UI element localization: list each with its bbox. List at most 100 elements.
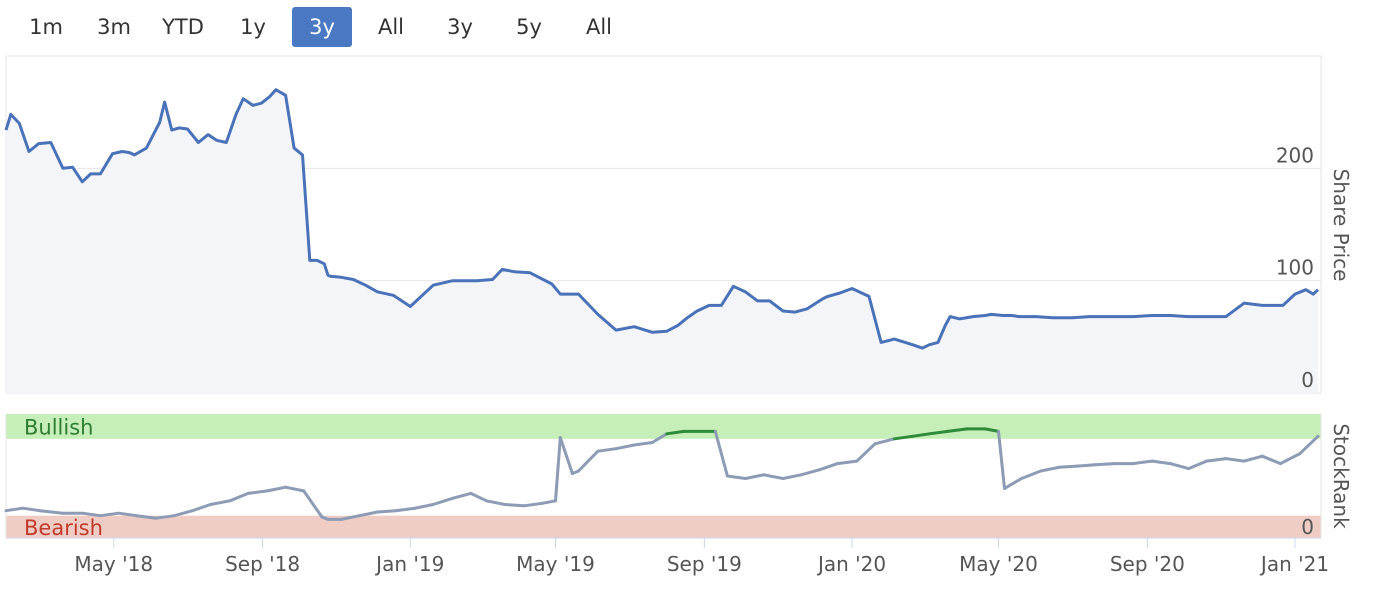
- price-y-axis-label: Share Price: [1329, 169, 1353, 282]
- stockrank-segment: [357, 510, 380, 518]
- stockrank-segment: [1020, 469, 1043, 480]
- x-tick-label: Jan '20: [816, 552, 886, 576]
- bearish-band: [6, 515, 1321, 538]
- stockrank-segment: [665, 429, 686, 436]
- stockrank-segment: [469, 491, 488, 503]
- x-tick-label: Jan '19: [374, 552, 444, 576]
- stockrank-segment: [1150, 459, 1172, 466]
- stockrank-segment: [1039, 465, 1061, 473]
- price-line: [4, 88, 1320, 350]
- stockrank-segment: [1093, 462, 1117, 467]
- stockrank-segment: [209, 499, 232, 506]
- stockrank-segment: [554, 436, 562, 503]
- stockrank-segment: [817, 462, 839, 472]
- stockrank-line: [4, 427, 1320, 521]
- x-tick-label: May '20: [959, 552, 1038, 576]
- stockrank-segment: [983, 427, 1000, 433]
- stockrank-segment: [540, 499, 557, 505]
- range-button-1m[interactable]: 1m: [29, 15, 63, 39]
- stockrank-segment: [522, 501, 544, 508]
- stockrank-segment: [172, 509, 194, 518]
- stockrank-segment: [246, 489, 269, 495]
- stockrank-segment: [1075, 463, 1097, 468]
- stockrank-segment: [431, 496, 455, 506]
- stockrank-segment: [928, 429, 950, 436]
- x-tick-label: Sep '20: [1110, 552, 1185, 576]
- stockrank-segment: [650, 432, 669, 444]
- stockrank-segment: [485, 499, 507, 506]
- price-tick-label: 200: [1276, 143, 1314, 167]
- stockrank-segment: [1168, 462, 1190, 471]
- x-tick-label: May '19: [516, 552, 595, 576]
- range-button-all-alt[interactable]: All: [585, 15, 613, 39]
- range-button-all[interactable]: All: [377, 15, 405, 39]
- x-axis-ticks: May '18 Sep '18 Jan '19 May '19 Sep '19 Jan '…: [74, 538, 1329, 576]
- stockrank-segment: [836, 459, 859, 466]
- stockrank-segment: [1187, 459, 1209, 471]
- stockrank-segment: [799, 468, 821, 477]
- stockrank-segment: [558, 436, 574, 475]
- range-button-1y[interactable]: 1y: [240, 15, 266, 39]
- stockrank-segment: [98, 511, 121, 518]
- stockrank-segment: [1224, 457, 1246, 463]
- price-tick-label: 100: [1276, 256, 1314, 280]
- stockrank-segment: [228, 491, 250, 503]
- stockrank-segment: [80, 511, 102, 518]
- x-tick-label: May '18: [74, 552, 153, 576]
- stockrank-segment: [413, 503, 435, 510]
- stockrank-segment: [1260, 454, 1282, 466]
- stockrank-segment: [614, 443, 636, 451]
- stockrank-segment: [1242, 454, 1264, 463]
- stockrank-segment: [38, 509, 65, 515]
- stockrank-segment: [190, 503, 212, 513]
- stockrank-segment: [339, 514, 361, 521]
- stockrank-segment: [503, 503, 526, 508]
- stockrank-segment: [4, 506, 25, 513]
- stockrank-segment: [1003, 477, 1023, 490]
- stockrank-segment: [451, 491, 473, 500]
- range-button-ytd[interactable]: YTD: [162, 15, 204, 39]
- stockrank-segment: [713, 429, 729, 478]
- stockrank-segment: [1279, 452, 1302, 466]
- stockrank-segment: [1057, 464, 1079, 469]
- stockrank-segment: [781, 473, 803, 480]
- price-y-ticks: 0 100 200: [1276, 143, 1314, 392]
- stockrank-segment: [1205, 457, 1228, 463]
- stockrank-segment: [911, 432, 931, 438]
- bearish-label: Bearish: [24, 516, 103, 540]
- x-tick-label: Sep '18: [225, 552, 300, 576]
- bullish-label: Bullish: [24, 415, 93, 439]
- stockrank-segment: [154, 514, 176, 520]
- rank-y-axis-label: StockRank: [1329, 423, 1353, 529]
- stockrank-segment: [302, 489, 324, 519]
- stockrank-segment: [762, 473, 785, 480]
- range-button-3m[interactable]: 3m: [97, 15, 131, 39]
- range-button-3y[interactable]: 3y: [292, 7, 352, 47]
- rank-tick-label: 0: [1301, 515, 1314, 539]
- stockrank-segment: [21, 506, 42, 513]
- x-tick-label: Sep '19: [667, 552, 742, 576]
- range-button-3y-alt[interactable]: 3y: [447, 15, 473, 39]
- range-selector: 1m 3m YTD 1y 3y All 3y 5y All: [0, 0, 1373, 52]
- rank-panel: Bullish Bearish 0 StockRank: [4, 414, 1353, 540]
- stockrank-segment: [284, 485, 306, 493]
- stockrank-segment: [725, 474, 747, 480]
- stockrank-segment: [596, 447, 618, 453]
- stockrank-segment: [997, 429, 1006, 490]
- stockrank-segment: [1298, 434, 1320, 456]
- range-button-5y-alt[interactable]: 5y: [516, 15, 542, 39]
- stockrank-segment: [632, 441, 654, 447]
- stockrank-segment: [946, 427, 969, 433]
- price-tick-label: 0: [1301, 368, 1314, 392]
- stockrank-segment: [1131, 459, 1154, 466]
- stockrank-segment: [376, 509, 398, 514]
- stockrank-segment: [117, 511, 139, 518]
- stockrank-segment: [892, 434, 914, 441]
- price-area: [6, 89, 1318, 393]
- stockrank-segment: [577, 449, 600, 473]
- rank-y-ticks: 0: [1301, 515, 1314, 539]
- stockrank-segment: [265, 485, 288, 493]
- stockrank-segment: [855, 442, 877, 463]
- price-panel: 0 100 200 Share Price: [4, 55, 1353, 394]
